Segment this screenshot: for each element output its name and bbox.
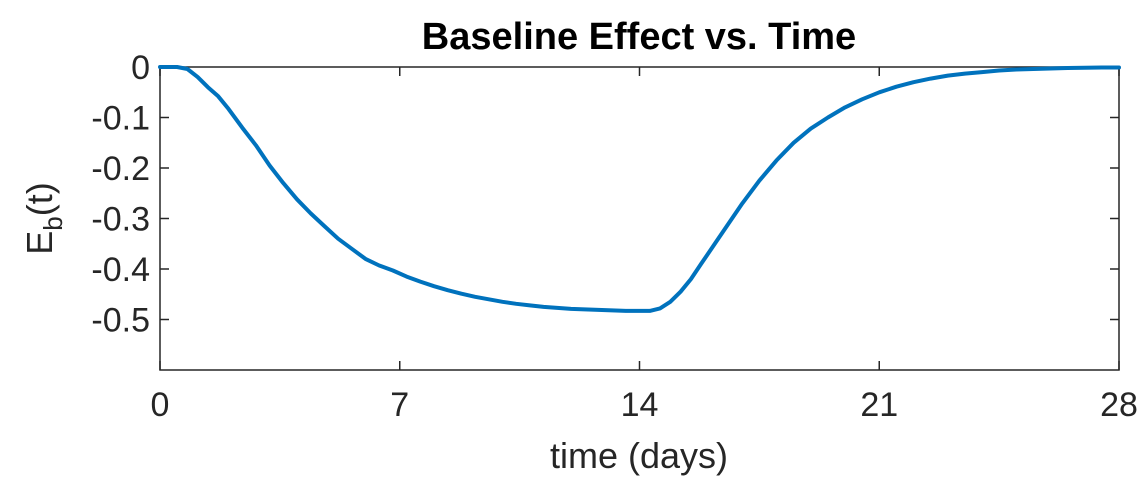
x-tick-label: 14 bbox=[621, 386, 659, 424]
x-tick-label: 28 bbox=[1100, 386, 1138, 424]
x-axis-ticks: 0 7 14 21 28 bbox=[151, 67, 1138, 424]
x-axis-label: time (days) bbox=[550, 435, 728, 476]
y-tick-label: -0.5 bbox=[91, 302, 150, 340]
y-axis-label-base: E bbox=[19, 231, 60, 255]
y-axis-label: Eb(t) bbox=[19, 182, 68, 254]
series-line bbox=[158, 65, 1121, 313]
y-tick-label: 0 bbox=[131, 49, 150, 87]
y-axis-label-suffix: (t) bbox=[19, 182, 60, 216]
y-tick-label: -0.3 bbox=[91, 201, 150, 239]
x-tick-label: 7 bbox=[390, 386, 409, 424]
y-tick-label: -0.1 bbox=[91, 100, 150, 138]
x-tick-label: 21 bbox=[860, 386, 898, 424]
plot-box bbox=[159, 66, 1120, 371]
y-axis-ticks: 0 -0.1 -0.2 -0.3 -0.4 -0.5 bbox=[91, 49, 1119, 340]
x-tick-label: 0 bbox=[151, 386, 170, 424]
y-tick-label: -0.4 bbox=[91, 251, 150, 289]
y-axis-label-subscript: b bbox=[38, 216, 68, 230]
chart-title: Baseline Effect vs. Time bbox=[422, 16, 856, 58]
y-tick-label: -0.2 bbox=[91, 150, 150, 188]
